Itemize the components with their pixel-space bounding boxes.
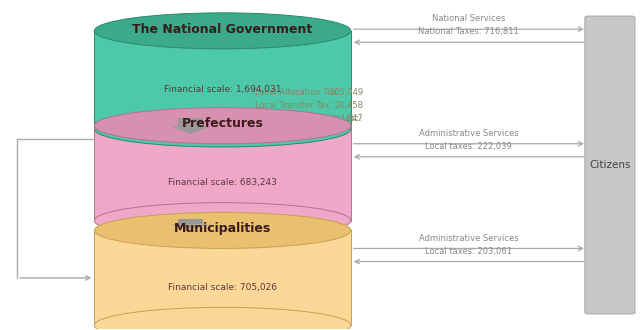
Bar — [95, 230, 351, 325]
Text: National Taxes: 716,811: National Taxes: 716,811 — [419, 27, 519, 36]
Text: 105,049: 105,049 — [330, 88, 364, 97]
Text: Local Allocation Tax:: Local Allocation Tax: — [254, 88, 339, 97]
Text: Prefectures: Prefectures — [182, 117, 263, 130]
Ellipse shape — [95, 213, 351, 248]
Ellipse shape — [95, 203, 351, 239]
Text: Local taxes: 222,039: Local taxes: 222,039 — [426, 142, 512, 151]
Text: Special Local Grants, etc.: Special Local Grants, etc. — [254, 114, 361, 123]
Text: Administrative Services: Administrative Services — [419, 129, 518, 138]
Text: Financial scale: 683,243: Financial scale: 683,243 — [168, 179, 277, 187]
Text: Citizens: Citizens — [589, 160, 630, 170]
Ellipse shape — [95, 13, 351, 49]
Bar — [178, 219, 204, 224]
Bar — [95, 126, 351, 221]
Polygon shape — [171, 126, 210, 134]
Bar — [178, 117, 204, 126]
Text: 4,547: 4,547 — [340, 114, 364, 123]
Text: The National Government: The National Government — [133, 22, 313, 36]
Ellipse shape — [95, 108, 351, 144]
Ellipse shape — [95, 111, 351, 147]
Ellipse shape — [95, 307, 351, 330]
Text: Administrative Services: Administrative Services — [419, 234, 518, 243]
Text: 24,458: 24,458 — [335, 101, 364, 110]
Text: National Services: National Services — [432, 14, 506, 23]
Text: Financial scale: 1,694,031: Financial scale: 1,694,031 — [164, 85, 281, 94]
Text: Local taxes: 203,061: Local taxes: 203,061 — [426, 247, 512, 256]
Polygon shape — [171, 224, 210, 229]
FancyBboxPatch shape — [585, 16, 635, 314]
Text: Municipalities: Municipalities — [174, 222, 271, 235]
Bar — [95, 31, 351, 129]
Text: Financial scale: 705,026: Financial scale: 705,026 — [168, 283, 277, 292]
Text: Local Transfer Tax:: Local Transfer Tax: — [254, 101, 332, 110]
